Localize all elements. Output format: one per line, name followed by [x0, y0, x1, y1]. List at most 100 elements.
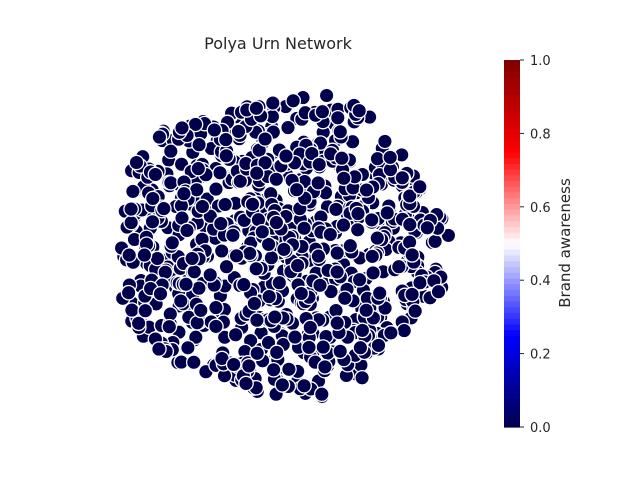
colorbar-band	[504, 318, 520, 325]
colorbar-band	[504, 381, 520, 388]
network-node	[238, 375, 254, 392]
network-node	[162, 174, 179, 191]
colorbar-band	[504, 209, 520, 216]
network-node	[172, 293, 189, 309]
network-node	[271, 274, 288, 291]
colorbar-band	[504, 71, 520, 78]
colorbar-band	[504, 186, 520, 193]
network-node	[230, 123, 247, 140]
network-node	[144, 190, 161, 207]
network-node	[225, 356, 242, 373]
network-node	[281, 361, 297, 378]
colorbar-band	[504, 335, 520, 342]
network-node	[303, 145, 320, 162]
network-node	[382, 149, 399, 166]
colorbar-band	[504, 117, 520, 124]
colorbar-band	[504, 60, 520, 67]
network-node	[379, 205, 396, 221]
network-node	[335, 170, 352, 187]
network-node	[328, 201, 344, 218]
network-node	[296, 220, 312, 237]
network-node	[314, 103, 331, 120]
network-node	[358, 182, 375, 198]
network-node	[191, 280, 207, 297]
colorbar-band	[504, 82, 520, 90]
network-node	[351, 271, 368, 288]
network-node	[390, 258, 407, 275]
network-node	[125, 183, 141, 200]
network-node	[151, 341, 167, 357]
network-node	[310, 248, 327, 264]
colorbar-band	[504, 168, 520, 176]
network-node	[318, 87, 335, 104]
network-node	[235, 276, 252, 293]
network-node	[218, 147, 235, 164]
network-node	[151, 129, 168, 145]
network-node	[246, 295, 263, 312]
network-node	[329, 245, 346, 261]
network-node	[363, 212, 380, 228]
network-node	[404, 286, 420, 303]
colorbar-band	[504, 220, 520, 227]
colorbar-band	[504, 300, 520, 308]
network-node	[329, 109, 346, 126]
network-node	[123, 214, 140, 231]
network-node	[264, 95, 281, 111]
network-node	[430, 283, 447, 300]
network-node	[248, 100, 265, 117]
network-node	[394, 169, 411, 186]
network-node	[370, 337, 387, 354]
network-node	[162, 143, 179, 160]
colorbar-band	[504, 369, 520, 376]
colorbar-band	[504, 197, 520, 204]
colorbar-band	[504, 151, 520, 159]
network-node	[191, 136, 207, 153]
network-node	[351, 102, 368, 119]
colorbar-label: Brand awareness	[556, 178, 574, 308]
network-node	[208, 318, 224, 335]
network-node	[217, 196, 233, 213]
colorbar-band	[504, 237, 520, 245]
colorbar-band	[504, 386, 520, 394]
network-node	[265, 361, 282, 378]
network-node	[261, 288, 278, 305]
network-node	[383, 325, 399, 341]
network-node	[333, 150, 350, 167]
colorbar-band	[504, 289, 520, 296]
colorbar-tick-label: 0.6	[530, 201, 551, 216]
network-node	[274, 377, 291, 393]
colorbar-band	[504, 283, 520, 290]
network-node	[268, 171, 285, 188]
network-node	[311, 156, 328, 173]
network-node	[192, 302, 209, 319]
network-node	[124, 302, 140, 318]
colorbar-band	[504, 232, 520, 239]
network-node	[315, 339, 332, 355]
network-node	[157, 264, 174, 281]
colorbar-band	[504, 163, 520, 170]
colorbar-band	[504, 226, 520, 233]
network-node	[147, 166, 164, 183]
network-node	[152, 285, 169, 302]
colorbar-band	[504, 111, 520, 118]
network-node	[278, 148, 294, 164]
network-node	[440, 227, 457, 244]
colorbar-band	[504, 191, 520, 199]
network-node	[257, 154, 273, 171]
network-node	[302, 319, 319, 336]
network-node	[186, 263, 203, 280]
network-node	[144, 213, 161, 230]
network-node	[241, 245, 258, 262]
colorbar-band	[504, 329, 520, 336]
colorbar-tick-label: 0.0	[530, 421, 551, 436]
network-node	[248, 260, 265, 277]
network-node	[228, 247, 245, 264]
colorbar-band	[504, 123, 520, 130]
network-node	[227, 326, 244, 343]
colorbar-band	[504, 352, 520, 359]
network-node	[332, 343, 349, 360]
network-node	[268, 344, 285, 361]
network-node	[276, 241, 292, 258]
network-node	[287, 329, 303, 345]
network-node	[419, 219, 436, 236]
